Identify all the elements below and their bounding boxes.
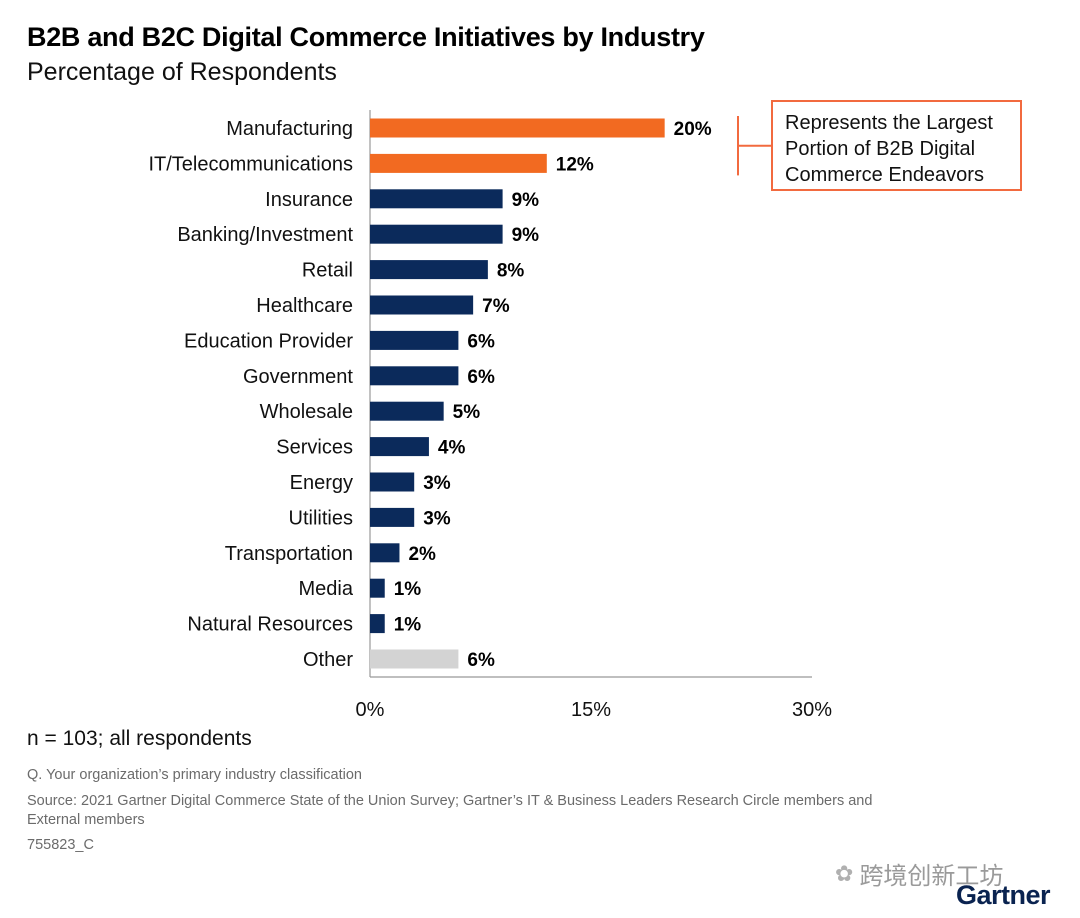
bar: [370, 189, 503, 209]
category-label: Other: [303, 649, 353, 671]
data-label: 7%: [482, 296, 510, 317]
data-label: 5%: [453, 402, 481, 423]
bar: [370, 401, 444, 421]
wechat-icon: ✿: [835, 860, 854, 886]
data-label: 3%: [423, 508, 451, 529]
category-label: Banking/Investment: [177, 224, 353, 246]
survey-question-note: Q. Your organization’s primary industry …: [27, 767, 363, 783]
bar: [370, 543, 400, 563]
data-label: 1%: [394, 615, 422, 636]
data-label: 6%: [467, 331, 495, 352]
x-tick-label: 0%: [356, 699, 385, 721]
source-note: Source: 2021 Gartner Digital Commerce St…: [27, 793, 873, 828]
data-label: 2%: [408, 544, 436, 565]
sample-size-note: n = 103; all respondents: [27, 727, 252, 750]
annotation-callout: Represents the Largest Portion of B2B Di…: [771, 100, 1022, 191]
data-label: 9%: [512, 225, 540, 246]
category-label: Utilities: [289, 507, 353, 529]
category-label: Services: [276, 437, 353, 459]
category-label: Wholesale: [260, 401, 353, 423]
bar: [370, 437, 429, 457]
document-code: 755823_C: [27, 837, 94, 853]
data-label: 3%: [423, 473, 451, 494]
category-label: Insurance: [265, 189, 353, 211]
category-label: Education Provider: [184, 330, 353, 352]
category-label: Manufacturing: [226, 118, 353, 140]
category-label: Natural Resources: [187, 614, 353, 636]
data-label: 9%: [512, 190, 540, 211]
data-label: 6%: [467, 650, 495, 671]
bar: [370, 295, 474, 315]
category-label: Media: [299, 578, 354, 600]
chart-subtitle: Percentage of Respondents: [27, 58, 337, 86]
category-label: Government: [243, 366, 353, 388]
chart-title: B2B and B2C Digital Commerce Initiatives…: [27, 22, 705, 52]
bar: [370, 614, 385, 634]
bar: [370, 507, 415, 527]
data-label: 4%: [438, 438, 466, 459]
bar: [370, 649, 459, 669]
category-label: Retail: [302, 260, 353, 282]
data-label: 1%: [394, 579, 422, 600]
data-label: 8%: [497, 261, 525, 282]
watermark-text: 跨境创新工坊: [859, 863, 1004, 890]
data-label: 12%: [556, 154, 594, 175]
category-label: IT/Telecommunications: [148, 153, 353, 175]
bar: [370, 472, 415, 492]
bar: [370, 366, 459, 386]
category-label: Healthcare: [256, 295, 353, 317]
gartner-logo: Gartner: [956, 880, 1051, 910]
bar: [370, 330, 459, 350]
bar: [370, 578, 385, 598]
bar: [370, 153, 547, 173]
x-tick-label: 30%: [792, 699, 832, 721]
category-label: Transportation: [225, 543, 353, 565]
data-label: 6%: [467, 367, 495, 388]
x-tick-label: 15%: [571, 699, 611, 721]
category-label: Energy: [290, 472, 353, 494]
data-label: 20%: [674, 119, 712, 140]
bar: [370, 224, 503, 244]
bar: [370, 118, 665, 138]
watermark: ✿ 跨境创新工坊: [835, 856, 1003, 891]
bar: [370, 260, 488, 280]
